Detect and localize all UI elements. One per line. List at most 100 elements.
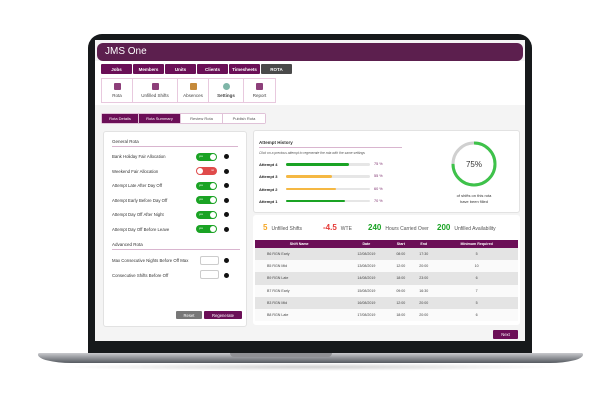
- setting-label: Attempt Day Off Before Leave: [112, 226, 170, 232]
- stat-label: Unfilled Shifts: [271, 226, 303, 232]
- subtab-publish-rota[interactable]: Publish Rota: [223, 114, 265, 123]
- setting-label: Bank Holiday Fair Allocation: [112, 154, 166, 159]
- gear-icon: [222, 83, 230, 90]
- subtab-rota-details[interactable]: Rota Details: [102, 114, 139, 123]
- stat: -4.5 WTE: [323, 223, 352, 232]
- table-cell: 12:00: [389, 296, 413, 309]
- stat-value: 200: [437, 223, 451, 232]
- toggle-switch[interactable]: yes: [196, 196, 217, 204]
- table-cell: 20:00: [412, 308, 436, 322]
- app-title: JMS One: [97, 43, 523, 61]
- attempt-label[interactable]: Attempt 2: [259, 186, 278, 192]
- table-cell: 10: [435, 260, 518, 273]
- setting-label: Attempt Day Off After Night: [112, 212, 164, 217]
- setting-label: Attempt Early Before Day Off: [112, 197, 168, 203]
- tab-absences[interactable]: Absences: [178, 79, 209, 102]
- attempt-hint: Click on a previous attempt to regenerat…: [259, 151, 365, 155]
- info-icon[interactable]: [224, 258, 229, 263]
- nav-units[interactable]: Units: [165, 64, 196, 74]
- subtab-review-rota[interactable]: Review Rota: [181, 114, 223, 123]
- table-row[interactable]: B9 RGN Late 14/08/2019 18:00 23:00 6: [255, 272, 518, 285]
- chart-icon: [256, 83, 263, 90]
- table-row[interactable]: B3 RGN Mid 16/08/2019 12:00 20:00 5: [255, 296, 518, 309]
- toggle-switch[interactable]: yes: [196, 181, 217, 190]
- laptop-base: [38, 353, 583, 363]
- tab-unfilled-shifts[interactable]: Unfilled Shifts: [133, 79, 178, 102]
- stat-label: Unfilled Availability: [454, 226, 496, 232]
- reset-button[interactable]: Reset: [176, 311, 202, 319]
- tab-settings[interactable]: Settings: [209, 79, 244, 102]
- regenerate-button[interactable]: Regenerate: [204, 311, 242, 319]
- subtab-rota-summary[interactable]: Rota Summary: [139, 114, 181, 123]
- table-cell: 12:00: [389, 260, 413, 273]
- table-cell: B9 RGN Late: [255, 272, 344, 285]
- calendar-x-icon: [151, 83, 159, 90]
- stat-label: Hours Carried Over: [385, 226, 429, 232]
- gauge-value: 75%: [466, 160, 482, 169]
- toggle-switch[interactable]: yes: [196, 210, 217, 219]
- tab-rota[interactable]: Rota: [102, 79, 133, 102]
- nav-jobs[interactable]: Jobs: [101, 64, 132, 74]
- table-row[interactable]: B8 RGN Late 17/08/2019 18:00 20:00 6: [255, 308, 518, 322]
- attempt-label[interactable]: Attempt 4: [259, 162, 278, 167]
- table-cell: 14/08/2019: [343, 272, 390, 285]
- attempt-percent: 75 %: [374, 162, 383, 166]
- table-cell: 6: [435, 272, 518, 285]
- table-cell: B3 RGN Mid: [255, 296, 344, 309]
- column-header: Start: [389, 240, 413, 248]
- nav-members[interactable]: Members: [133, 64, 164, 74]
- column-header: End: [412, 240, 436, 248]
- attempt-bar-fill: [286, 163, 349, 166]
- calendar-check-icon: [113, 83, 121, 90]
- info-icon[interactable]: [224, 183, 229, 188]
- column-header: Date: [343, 240, 390, 248]
- nav-clients[interactable]: Clients: [197, 64, 228, 74]
- stat-label: WTE: [340, 226, 352, 232]
- info-icon[interactable]: [224, 168, 229, 174]
- setting-label: Max Consecutive Nights Before Off Max: [112, 258, 189, 263]
- stat-value: -4.5: [323, 223, 337, 232]
- nav-timesheets[interactable]: Timesheets: [229, 64, 260, 74]
- table-cell: 17:30: [412, 248, 436, 261]
- attempt-bar[interactable]: [286, 199, 370, 203]
- attempt-percent: 60 %: [374, 186, 383, 191]
- consecutive-shifts-input[interactable]: [200, 270, 219, 279]
- toggle-switch[interactable]: yes: [196, 152, 217, 161]
- info-icon[interactable]: [224, 197, 229, 203]
- attempt-label[interactable]: Attempt 1: [259, 198, 278, 204]
- table-cell: 5: [435, 296, 518, 309]
- table-cell: 08:00: [389, 248, 413, 261]
- attempt-bar[interactable]: [286, 163, 370, 166]
- table-cell: B8 RGN Late: [255, 308, 344, 322]
- tab-report[interactable]: Report: [244, 79, 275, 102]
- max-nights-input[interactable]: [200, 256, 219, 265]
- table-row[interactable]: B7 RGN Early 15/08/2019 09:00 16:30 7: [255, 284, 518, 297]
- toggle-switch[interactable]: no: [196, 167, 217, 175]
- table-row[interactable]: B5 RGN Mid 13/08/2019 12:00 20:00 10: [255, 260, 518, 273]
- gauge-caption: have been filled: [459, 199, 489, 204]
- attempt-bar[interactable]: [286, 175, 370, 178]
- main-nav: Jobs Members Units Clients Timesheets RO…: [101, 64, 292, 74]
- info-icon[interactable]: [224, 226, 229, 232]
- settings-panel: General Rota Bank Holiday Fair Allocatio…: [103, 131, 247, 327]
- info-icon[interactable]: [224, 154, 229, 159]
- table-cell: 18:00: [389, 308, 413, 322]
- stat-value: 240: [368, 223, 382, 232]
- setting-label: Consecutive Shifts Before Off: [112, 273, 169, 278]
- info-icon[interactable]: [224, 212, 229, 217]
- nav-rota[interactable]: ROTA: [261, 64, 292, 74]
- gauge-caption: of shifts on this rota: [456, 193, 492, 198]
- info-icon[interactable]: [224, 273, 229, 278]
- table-cell: 20:00: [412, 296, 436, 309]
- toggle-switch[interactable]: yes: [196, 225, 217, 233]
- attempt-bar[interactable]: [286, 187, 370, 191]
- attempt-label[interactable]: Attempt 3: [259, 174, 278, 180]
- general-rota-heading: General Rota: [112, 139, 238, 147]
- setting-label: Weekend Fair Allocation: [112, 168, 159, 174]
- stat: 5 Unfilled Shifts: [263, 223, 302, 232]
- setting-label: Attempt Late After Day Off: [112, 183, 163, 188]
- table-cell: 20:00: [412, 260, 436, 273]
- table-row[interactable]: B6 RGN Early 12/08/2019 08:00 17:30 5: [255, 248, 518, 261]
- attempt-bar-fill: [286, 187, 337, 191]
- next-button[interactable]: Next: [493, 330, 518, 339]
